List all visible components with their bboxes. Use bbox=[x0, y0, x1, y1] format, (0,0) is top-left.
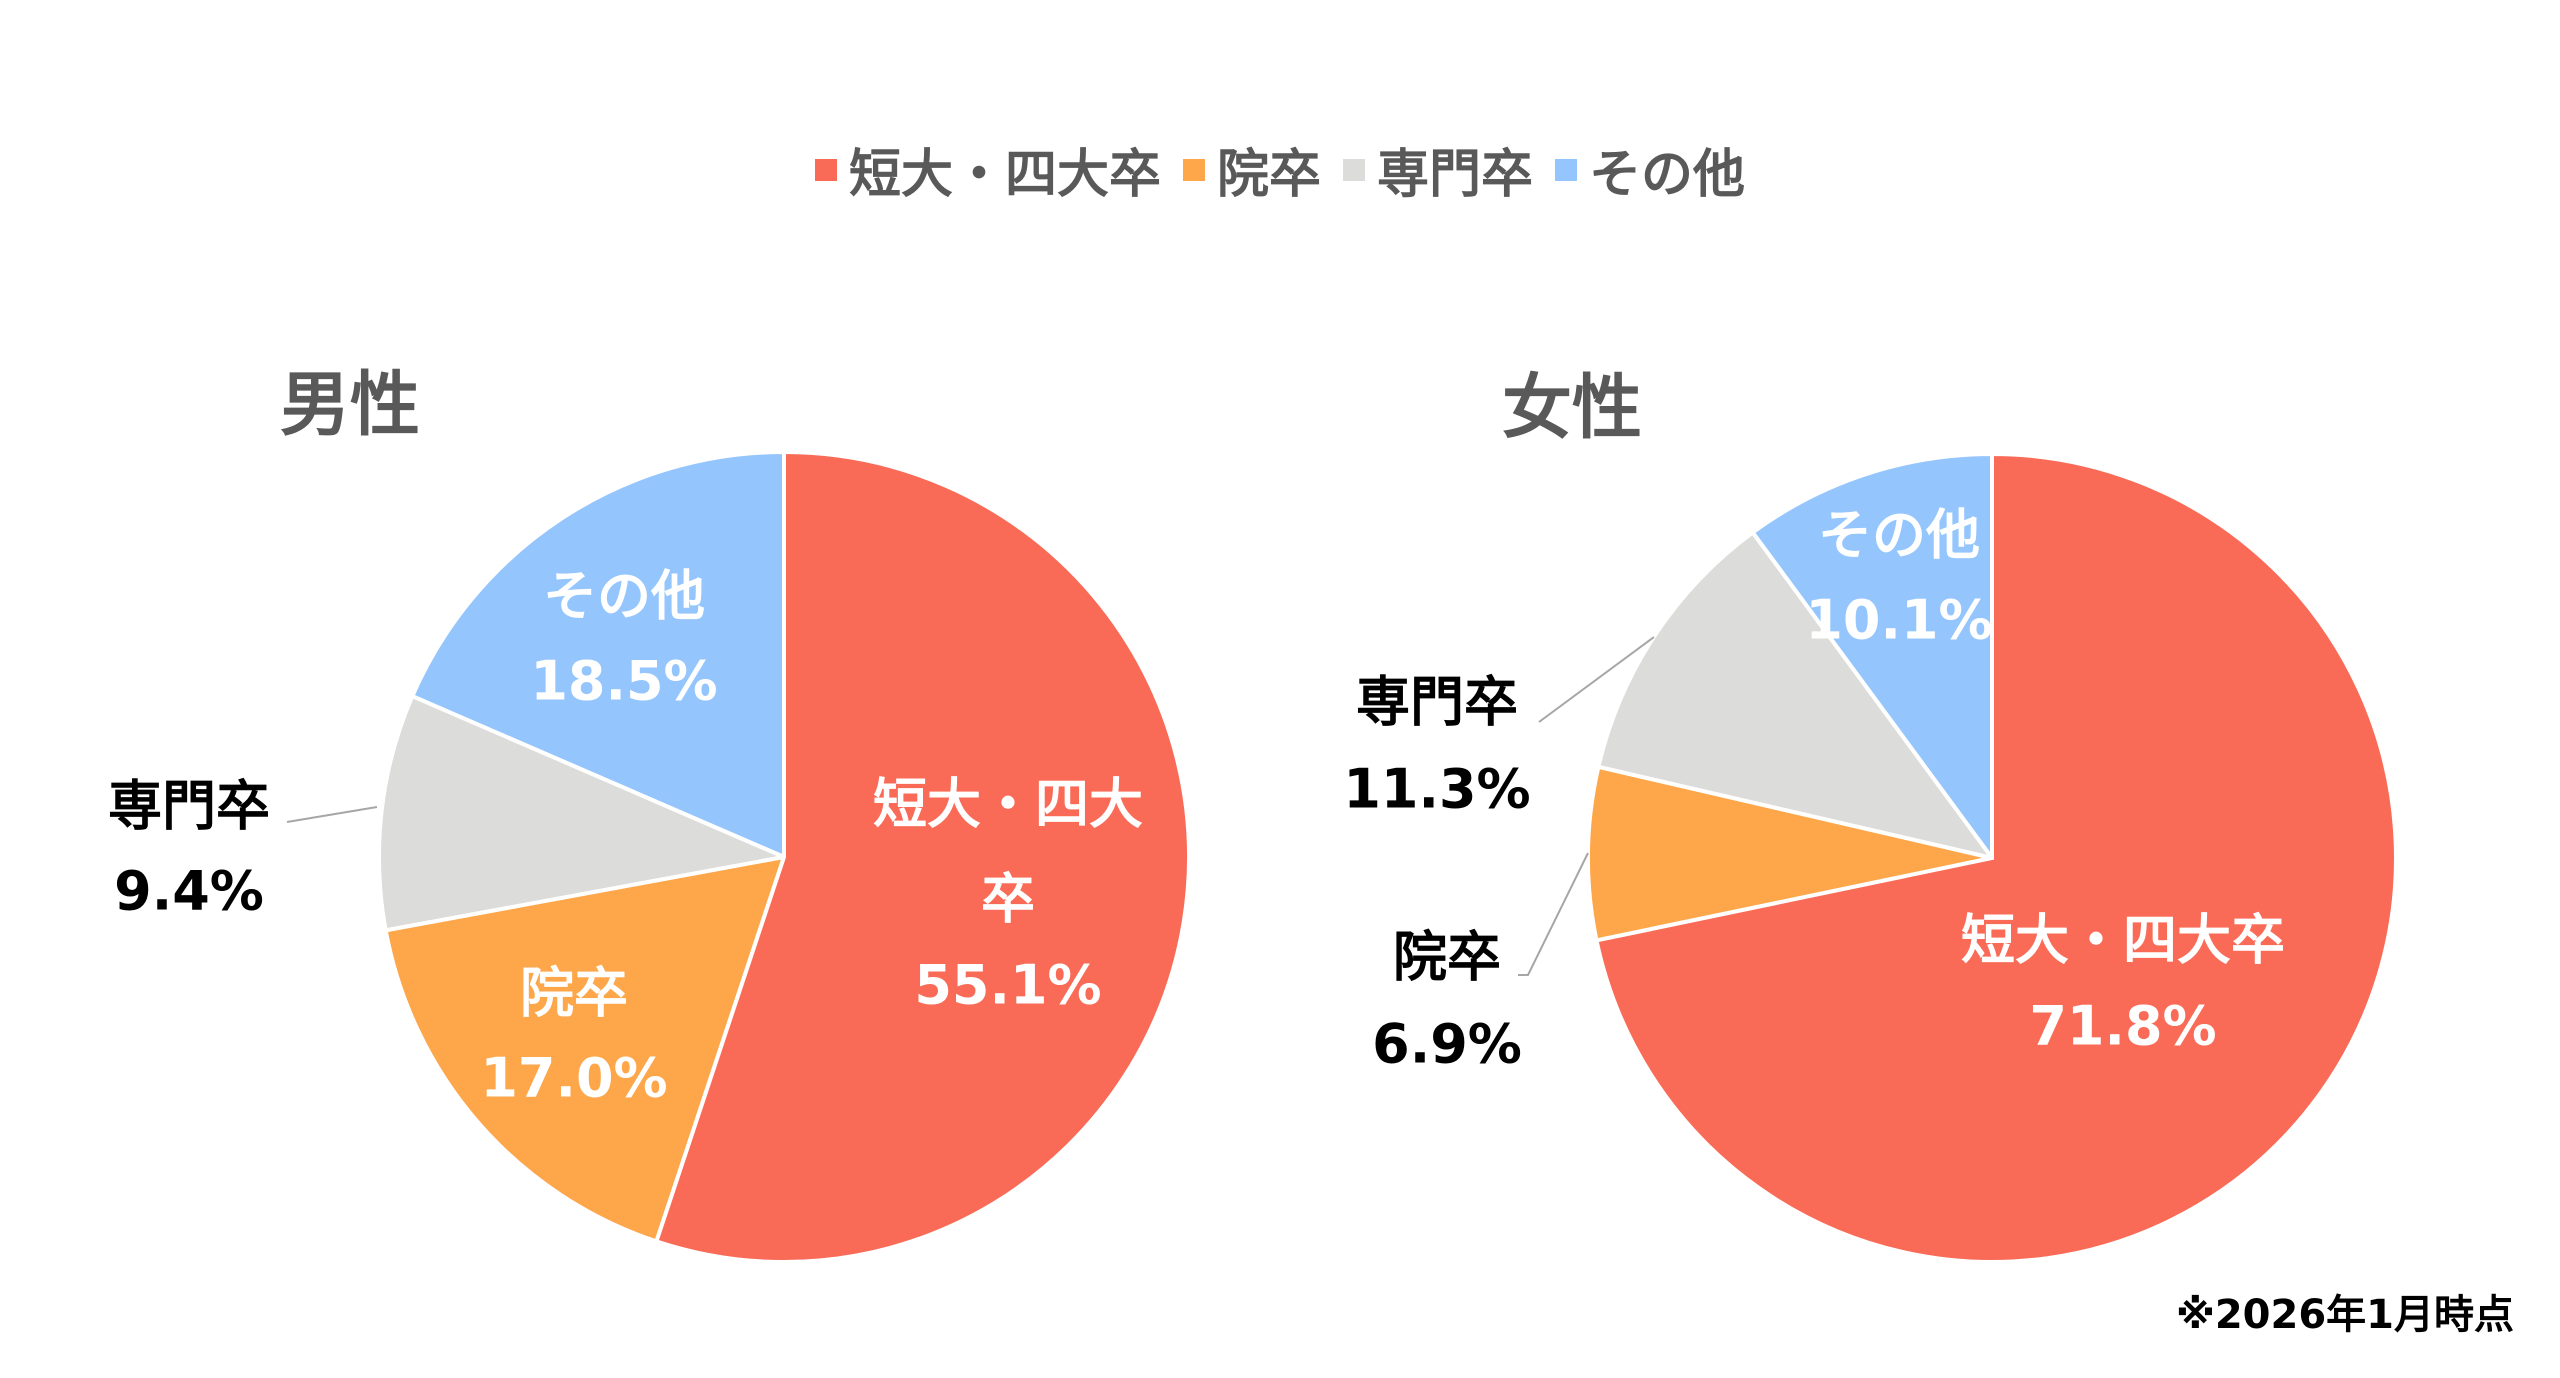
male-label-category: その他 bbox=[543, 564, 705, 628]
male-pie-slice bbox=[383, 854, 787, 1244]
legend-label: 院卒 bbox=[1216, 145, 1321, 205]
male-label-value: 17.0% bbox=[480, 1046, 668, 1110]
male-label-category: 院卒 bbox=[520, 961, 628, 1025]
legend-swatch bbox=[814, 158, 837, 181]
male-label-value: 18.5% bbox=[530, 649, 718, 713]
legend-label: その他 bbox=[1589, 145, 1746, 205]
female-pie-slice bbox=[1594, 451, 2399, 1264]
female-label-category: 院卒 bbox=[1393, 925, 1501, 989]
male-pie-slice bbox=[377, 693, 791, 933]
leader-line bbox=[1538, 636, 1655, 723]
legend-swatch bbox=[1343, 158, 1365, 181]
female-label-value: 11.3% bbox=[1343, 757, 1531, 821]
male-label-value: 55.1% bbox=[914, 953, 1102, 1017]
legend-label: 短大・四大卒 bbox=[848, 145, 1161, 205]
female-label-category: その他 bbox=[1818, 503, 1980, 567]
footnote: ※2026年1月時点 bbox=[2175, 1292, 2514, 1338]
legend-item: 専門卒 bbox=[1343, 132, 1533, 207]
female-pie-slice bbox=[1596, 529, 1997, 862]
female-pie-slice bbox=[1749, 451, 1994, 865]
female-label-category: 専門卒 bbox=[1356, 670, 1518, 734]
legend-label: 専門卒 bbox=[1377, 145, 1534, 205]
female-label-value: 10.1% bbox=[1805, 588, 1993, 652]
female-label-value: 6.9% bbox=[1372, 1012, 1522, 1076]
legend-swatch bbox=[1555, 158, 1578, 181]
male-chart-title: 男性 bbox=[280, 363, 420, 446]
leader-line bbox=[1518, 852, 1589, 976]
female-label-category: 短大・四大卒 bbox=[1961, 908, 2285, 972]
male-label-category: 短大・四大 bbox=[873, 772, 1143, 836]
male-pie-slice bbox=[409, 449, 786, 861]
legend-swatch bbox=[1182, 158, 1205, 181]
female-chart-title: 女性 bbox=[1502, 366, 1642, 449]
male-label-category: 専門卒 bbox=[108, 774, 270, 838]
chart-legend: 短大・四大卒 院卒 専門卒 その他 bbox=[0, 132, 2560, 207]
female-label-value: 71.8% bbox=[2029, 994, 2217, 1058]
male-label-category: 卒 bbox=[981, 867, 1035, 931]
legend-item: その他 bbox=[1555, 132, 1745, 207]
male-pie-slice bbox=[653, 449, 1192, 1264]
leader-line bbox=[286, 806, 378, 823]
male-label-value: 9.4% bbox=[114, 859, 264, 923]
legend-item: 短大・四大卒 bbox=[814, 132, 1161, 207]
legend-item: 院卒 bbox=[1182, 132, 1321, 207]
